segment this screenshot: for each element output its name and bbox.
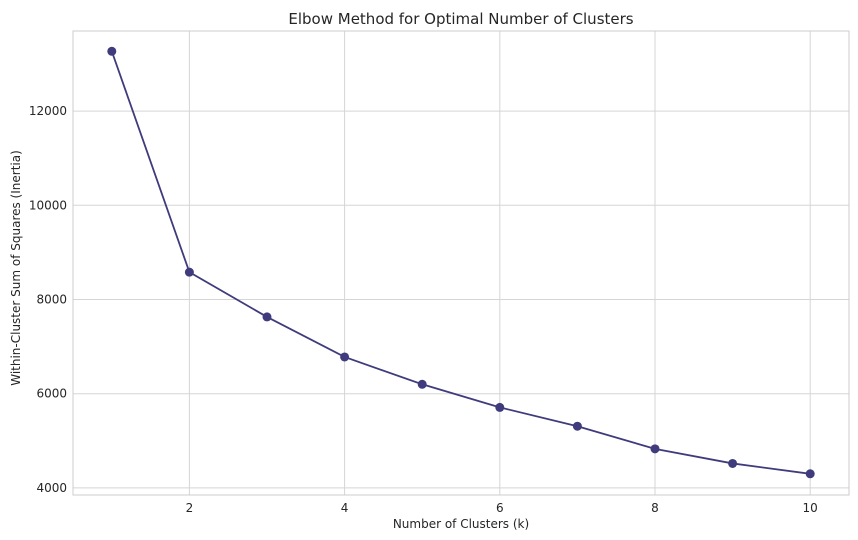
x-axis-label: Number of Clusters (k) [393, 517, 529, 531]
x-tick-label: 2 [186, 501, 194, 515]
y-tick-label: 8000 [36, 293, 67, 307]
y-axis-label: Within-Cluster Sum of Squares (Inertia) [9, 150, 23, 386]
plot-frame [72, 30, 850, 496]
data-point [184, 267, 194, 277]
data-point [262, 312, 272, 322]
series-line [110, 50, 811, 475]
y-tick-label: 6000 [36, 387, 67, 401]
chart-title: Elbow Method for Optimal Number of Clust… [288, 10, 633, 28]
y-tick-label: 12000 [29, 104, 67, 118]
y-tick-label: 4000 [36, 481, 67, 495]
data-point [340, 352, 350, 362]
x-tick-label: 6 [496, 501, 504, 515]
y-tick-label: 10000 [29, 198, 67, 212]
data-point [572, 421, 582, 431]
data-point [417, 379, 427, 389]
x-tick-label: 4 [341, 501, 349, 515]
data-point [728, 458, 738, 468]
x-tick-label: 8 [651, 501, 659, 515]
ticks: 2 4 6 8 10 4000 6000 8000 10000 12000 [29, 104, 818, 515]
data-point [495, 402, 505, 412]
data-point [107, 46, 117, 56]
x-tick-label: 10 [803, 501, 818, 515]
data-point [805, 469, 815, 479]
data-point [650, 444, 660, 454]
series [107, 46, 815, 479]
grid [73, 31, 849, 495]
